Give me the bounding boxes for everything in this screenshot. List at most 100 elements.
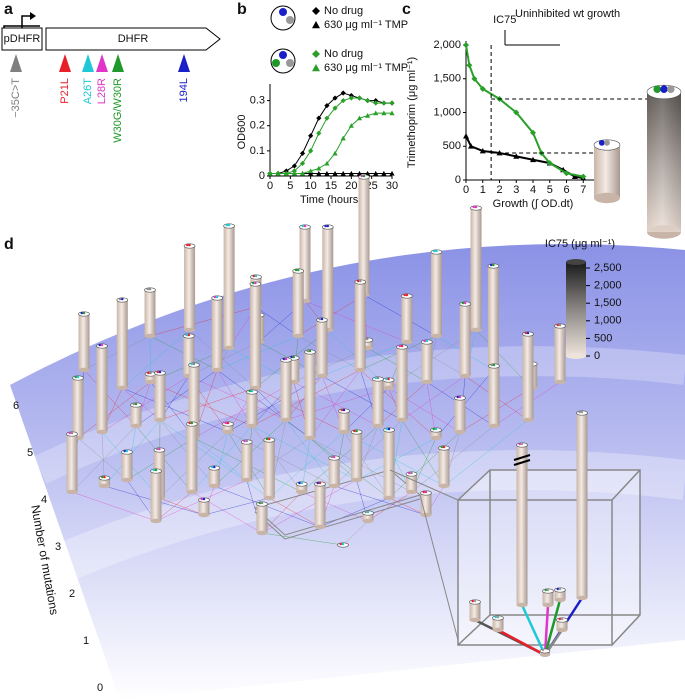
mutation-marker [59,54,71,72]
cylinder-dot [148,287,152,291]
data-point [356,95,363,101]
colorbar-tick-label: 1,500 [594,297,622,309]
cylinder-dot [213,465,216,469]
series-line [465,44,584,178]
inset-box [457,469,641,646]
cylinder-dot [556,323,560,327]
network-edge [149,306,257,337]
cylinder-dot [434,427,438,431]
y-tick-label: 0 [259,170,265,182]
level-label: 3 [55,541,61,553]
cylinder-base [292,333,304,339]
data-point [316,165,322,171]
tss-arrow [21,15,32,28]
cylinder-dot [156,370,160,374]
network-edge [269,497,321,528]
data-point [291,170,297,176]
inset-edge [543,604,550,656]
cylinder-dot [101,475,104,479]
cylinder [66,434,78,492]
cylinder [96,346,108,432]
cylinder-dot [560,617,564,621]
network-edge [216,369,253,427]
data-point [365,97,371,104]
network-edge [298,335,361,371]
cylinder-dot [326,224,329,228]
cylinder-base [554,597,566,603]
colorbar [566,262,586,356]
cylinder [198,500,210,515]
y-tick-label: 0.2 [250,120,265,132]
cylinder-dot [303,224,307,228]
y-axis-label: Trimethoprim (μg ml⁻¹) [406,57,418,168]
cylinder-dot [118,297,122,301]
cylinder-dot [490,263,493,267]
network-edge [150,381,253,427]
cylinder-dot [598,139,605,146]
cylinder-dot [254,274,258,278]
level-label: 1 [83,635,89,647]
cylinder [487,266,499,370]
network-edge [255,306,299,337]
cylinder [249,284,261,388]
mutation-marker [10,54,22,72]
cylinder-dot [294,268,298,272]
inset-edge [497,628,546,657]
network-edge [285,419,335,487]
cylinder-dot [250,389,254,393]
inset-edge [543,599,562,656]
cylinder [145,374,157,382]
cylinder-base [594,192,620,204]
cylinder-top [539,648,551,654]
series-line [270,92,392,174]
panel-label: c [402,1,411,18]
cylinder [304,352,316,438]
network-edge [77,381,151,439]
cylinder-dot [366,510,370,514]
cylinder-dot [544,588,548,592]
data-point [283,170,289,176]
cylinder-dot [667,85,675,93]
cylinder [469,602,481,620]
cylinder-dot [442,445,446,449]
data-point [316,130,322,136]
cylinder [421,342,433,382]
mutation-label: P21L [59,78,71,104]
cylinder-dot [301,224,305,228]
cylinder-dot [243,439,246,443]
cylinder [183,336,195,376]
network-edge [388,497,427,516]
cylinder-base [186,489,198,495]
mutation-label: −35C>T [10,78,22,118]
y-tick-label: 0.1 [250,145,265,157]
data-point [324,115,330,121]
network-edge [71,425,137,493]
colorbar-base [566,353,586,359]
level-label: 4 [41,494,47,506]
series-line [270,112,392,174]
cylinder-dot [215,295,219,299]
cylinder [459,304,471,376]
cylinder [280,360,292,420]
cylinder-dot [518,442,522,446]
data-point [348,170,354,176]
data-point [571,173,578,180]
cylinder [184,246,196,330]
mutation-marker [178,54,190,72]
cylinder [98,478,110,486]
cylinder-base [246,423,258,429]
cylinder-dot [100,343,104,347]
cylinder-dot [132,402,136,406]
cylinder-dot [463,301,467,305]
cylinder-dot [155,447,159,451]
cylinder [516,445,528,605]
network-edge [246,437,311,481]
cylinder-dot [461,301,465,305]
y-tick-label: 1,000 [433,106,461,118]
cylinder-dot [578,410,582,414]
network-edge [334,485,427,516]
cylinder [383,430,395,498]
cylinder-dot [385,377,388,381]
cylinder-dot [103,475,106,479]
network-edge [71,491,157,522]
